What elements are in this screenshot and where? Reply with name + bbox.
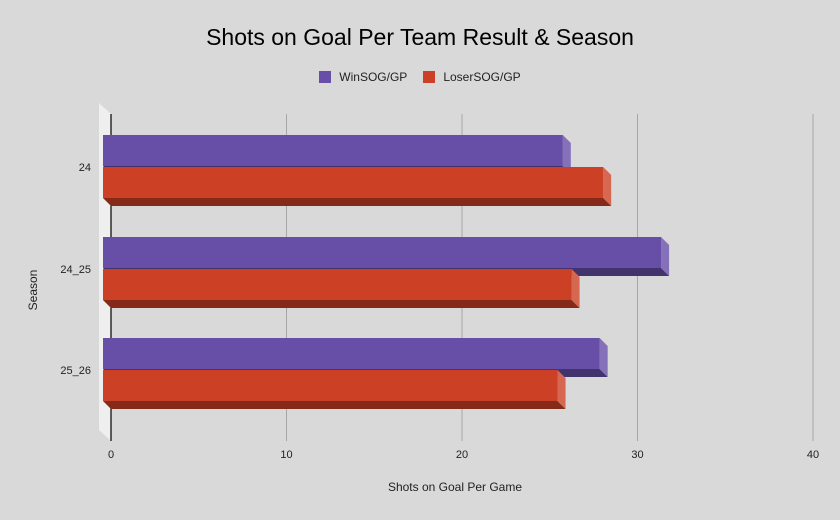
bar-side-face xyxy=(661,237,670,276)
bar-losersoggp-24_25 xyxy=(103,269,572,300)
bar-side-face xyxy=(562,135,571,174)
y-tick-label: 24 xyxy=(79,162,91,174)
chart-title: Shots on Goal Per Team Result & Season xyxy=(206,24,634,50)
bar-winsoggp-25_26 xyxy=(103,338,600,369)
x-tick-label: 0 xyxy=(108,449,114,461)
bar-side-face xyxy=(557,370,566,409)
legend-swatch-win xyxy=(319,71,332,83)
y-tick-label: 25_26 xyxy=(60,365,91,377)
bar-bottom-face xyxy=(103,300,580,308)
bar-bottom-face xyxy=(103,401,566,409)
x-tick-label: 30 xyxy=(631,449,643,461)
y-tick-label: 24_25 xyxy=(60,264,91,276)
bar-losersoggp-25_26 xyxy=(103,370,558,401)
bar-side-face xyxy=(603,167,612,206)
x-tick-label: 10 xyxy=(280,449,292,461)
bar-side-face xyxy=(571,269,580,308)
x-tick-label: 20 xyxy=(456,449,468,461)
legend-item-loser[interactable]: LoserSOG/GP xyxy=(423,70,521,84)
x-axis-title: Shots on Goal Per Game xyxy=(388,480,522,494)
y-axis-title: Season xyxy=(26,270,40,311)
x-tick-label: 40 xyxy=(807,449,819,461)
bar-losersoggp-24 xyxy=(103,167,604,198)
legend-label-win: WinSOG/GP xyxy=(339,70,408,84)
bar-side-face xyxy=(599,338,608,377)
bar-winsoggp-24 xyxy=(103,135,563,166)
legend-label-loser: LoserSOG/GP xyxy=(443,70,521,84)
bar-winsoggp-24_25 xyxy=(103,237,662,268)
bar-bottom-face xyxy=(103,198,612,206)
legend: WinSOG/GP LoserSOG/GP xyxy=(0,70,840,84)
legend-swatch-loser xyxy=(423,71,436,83)
legend-item-win[interactable]: WinSOG/GP xyxy=(319,70,407,84)
